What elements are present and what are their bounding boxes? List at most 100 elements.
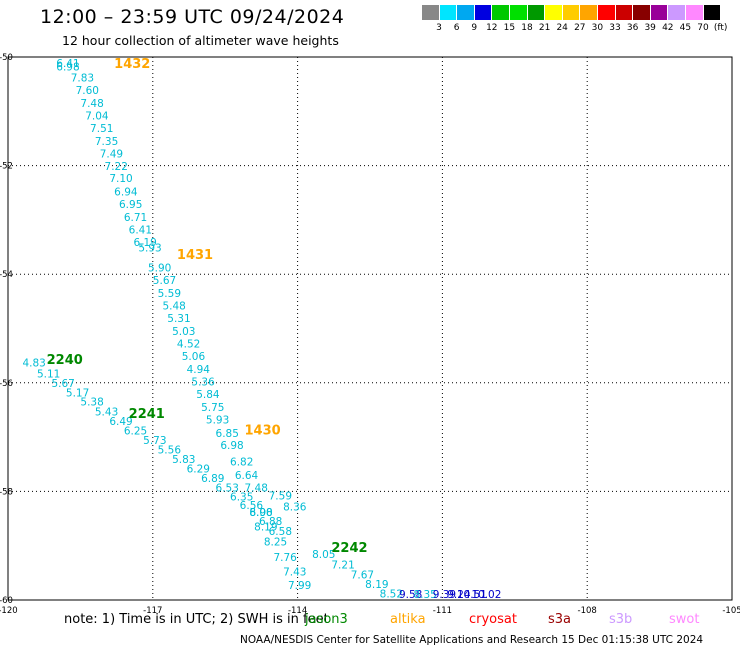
wave-height-value: 4.52 [177, 339, 200, 351]
wave-height-value: 7.59 [269, 491, 292, 503]
map-subtitle: 12 hour collection of altimeter wave hei… [62, 33, 339, 48]
wave-height-value: 5.36 [191, 377, 215, 389]
wave-height-value: 6.64 [235, 470, 259, 482]
lon-tick-label: -105 [722, 606, 740, 616]
scale-swatch [703, 5, 722, 20]
scale-label: 24 [556, 23, 568, 33]
wave-height-value: 6.94 [114, 186, 138, 198]
scale-label: 42 [662, 23, 674, 33]
lat-tick-label: -60 [0, 596, 13, 606]
scale-swatch [439, 5, 458, 20]
scale-label: 18 [521, 23, 533, 33]
wave-height-value: 7.60 [76, 85, 99, 97]
pass-number-label: 1432 [114, 57, 150, 72]
pass-number-label: 1430 [245, 423, 281, 438]
wave-height-value: 7.48 [80, 98, 103, 110]
lon-tick-label: -117 [143, 606, 162, 616]
scale-swatch [527, 5, 546, 20]
wave-height-value: 6.41 [129, 224, 152, 236]
wave-height-value: 6.29 [187, 463, 210, 475]
lat-tick-label: -58 [0, 487, 13, 497]
wave-height-value: 7.10 [109, 173, 132, 185]
pass-number-label: 2242 [331, 541, 367, 556]
wave-height-value: 7.21 [331, 560, 354, 572]
scale-swatch [510, 5, 528, 20]
wave-height-value: 6.49 [109, 416, 132, 428]
wave-height-value: 5.90 [148, 262, 171, 274]
scale-swatch [668, 5, 686, 20]
map-title: 12:00 – 23:59 UTC 09/24/2024 [40, 6, 345, 28]
wave-height-value: 7.22 [105, 161, 128, 173]
wave-height-value: 5.56 [158, 444, 182, 456]
scale-label: 9 [471, 23, 478, 33]
wave-height-value: 6.19 [133, 237, 156, 249]
wave-height-value: 9.39 [433, 589, 456, 601]
scale-label: 30 [591, 23, 604, 33]
scale-label: 70 [697, 23, 709, 33]
lat-tick-label: -54 [0, 270, 13, 280]
lat-tick-label: -52 [0, 162, 13, 172]
footer-credit: NOAA/NESDIS Center for Satellite Applica… [240, 634, 704, 646]
scale-label: 21 [538, 23, 551, 33]
scale-swatch [474, 5, 493, 20]
wave-height-value: 5.67 [153, 275, 176, 287]
wave-height-value: 5.17 [66, 387, 89, 399]
scale-swatch [633, 5, 651, 20]
wave-height-value: 4.83 [22, 358, 45, 370]
scale-label: 36 [626, 23, 639, 33]
pass-number-label: 2240 [47, 353, 83, 368]
satellite-legend-jason3: jason3 [305, 612, 348, 627]
wave-height-value: 6.88 [259, 516, 282, 528]
scale-swatch [650, 5, 669, 20]
wave-height-value: 6.25 [124, 425, 147, 437]
scale-swatch [562, 5, 581, 20]
lon-tick-label: -120 [0, 606, 18, 616]
wave-height-value: 5.59 [158, 288, 181, 300]
wave-height-value: 6.53 [216, 482, 239, 494]
scale-label: 15 [503, 23, 516, 33]
wave-height-value: 6.35 [230, 492, 253, 504]
scale-swatch [422, 5, 440, 20]
lon-tick-label: -111 [433, 606, 452, 616]
wave-height-value: 8.19 [254, 521, 277, 533]
scale-swatch [686, 5, 704, 20]
wave-height-value: 5.83 [172, 454, 195, 466]
scale-swatch [580, 5, 598, 20]
wave-height-value: 6.71 [124, 212, 147, 224]
wave-height-value: 5.03 [172, 326, 195, 338]
wave-height-value: 8.08 [249, 507, 272, 519]
wave-height-value: 10.02 [471, 589, 501, 601]
scale-swatch [457, 5, 475, 20]
scale-swatch [545, 5, 563, 20]
scale-label: 6 [453, 23, 460, 33]
wave-height-value: 7.49 [100, 148, 123, 160]
lat-tick-label: -50 [0, 53, 13, 63]
satellite-legend-s3b: s3b [609, 612, 633, 627]
satellite-legend-cryosat: cryosat [469, 612, 517, 627]
scale-label: 12 [486, 23, 498, 33]
wave-height-value: 8.05 [312, 549, 335, 561]
wave-height-value: 7.76 [273, 552, 297, 564]
wave-height-value: 7.83 [71, 72, 94, 84]
wave-height-value: 5.93 [138, 242, 161, 254]
wave-height-value: 8.25 [264, 537, 287, 549]
wave-height-value: 5.48 [162, 300, 185, 312]
wave-height-value: 7.43 [283, 567, 306, 579]
note-text: note: 1) Time is in UTC; 2) SWH is in fe… [64, 612, 329, 627]
wave-height-value: 8.36 [283, 501, 307, 513]
wave-height-value: 5.43 [95, 406, 118, 418]
wave-height-value: 8.35 [413, 589, 436, 601]
lat-tick-label: -56 [0, 379, 13, 389]
wave-height-value: 5.93 [206, 415, 229, 427]
wave-height-value: 4.94 [187, 364, 211, 376]
pass-number-label: 1431 [177, 248, 213, 263]
wave-height-value: 5.38 [80, 397, 103, 409]
wave-height-value: 5.31 [167, 313, 190, 325]
lon-tick-label: -108 [578, 606, 597, 616]
wave-height-value: 8.52 [380, 588, 403, 600]
wave-height-value: 7.99 [288, 580, 311, 592]
map-frame [7, 56, 733, 601]
wave-height-value: 7.04 [85, 110, 109, 122]
wave-height-value: 5.06 [182, 351, 206, 363]
wave-height-value: 5.73 [143, 435, 166, 447]
